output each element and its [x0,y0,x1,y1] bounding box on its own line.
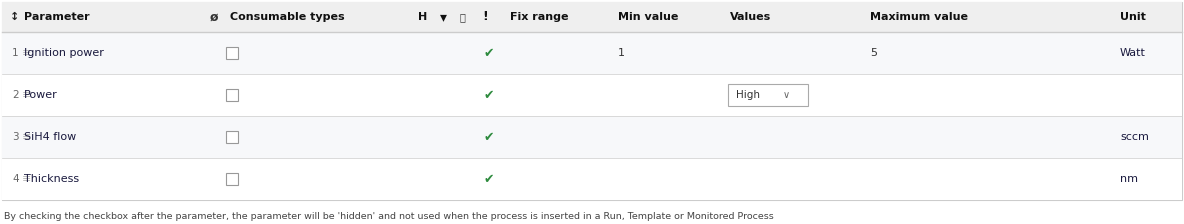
Text: ✔: ✔ [484,88,495,101]
Text: ≡: ≡ [22,90,31,100]
Bar [226,173,238,185]
Text: ✔: ✔ [484,47,495,60]
Text: Thickness: Thickness [24,174,79,184]
Text: sccm: sccm [1120,132,1148,142]
Text: 5: 5 [870,48,877,58]
Text: Values: Values [731,12,771,22]
Text: Maximum value: Maximum value [870,12,969,22]
Text: ✔: ✔ [484,172,495,185]
Text: Power: Power [24,90,58,100]
Bar [2,2,1182,32]
Bar [226,47,238,59]
Text: Watt: Watt [1120,48,1146,58]
Text: 3: 3 [12,132,19,142]
Text: ↕: ↕ [9,12,19,22]
Bar [2,2,1182,200]
Text: Unit: Unit [1120,12,1146,22]
Bar [728,84,807,106]
Bar [2,32,1182,74]
Text: High: High [736,90,760,100]
Text: Min value: Min value [618,12,678,22]
Text: 1: 1 [12,48,19,58]
Text: 1: 1 [618,48,625,58]
Text: SiH4 flow: SiH4 flow [24,132,76,142]
Text: ✔: ✔ [484,131,495,144]
Text: ≡: ≡ [22,174,31,184]
Text: 🔒: 🔒 [461,12,465,22]
Text: Fix range: Fix range [510,12,568,22]
Text: ▾: ▾ [440,10,448,24]
Text: nm: nm [1120,174,1138,184]
Bar [2,74,1182,116]
Text: H: H [418,12,427,22]
Bar [2,116,1182,158]
Bar [226,131,238,143]
Text: 4: 4 [12,174,19,184]
Text: ≡: ≡ [22,48,31,58]
Text: By checking the checkbox after the parameter, the parameter will be 'hidden' and: By checking the checkbox after the param… [4,212,774,221]
Bar [226,89,238,101]
Bar [2,158,1182,200]
Text: 2: 2 [12,90,19,100]
Text: Parameter: Parameter [24,12,90,22]
Text: Ignition power: Ignition power [24,48,104,58]
Text: ≡: ≡ [22,132,31,142]
Text: ø: ø [210,11,219,24]
Text: ∨: ∨ [783,90,790,100]
Text: !: ! [482,11,488,24]
Text: Consumable types: Consumable types [230,12,345,22]
